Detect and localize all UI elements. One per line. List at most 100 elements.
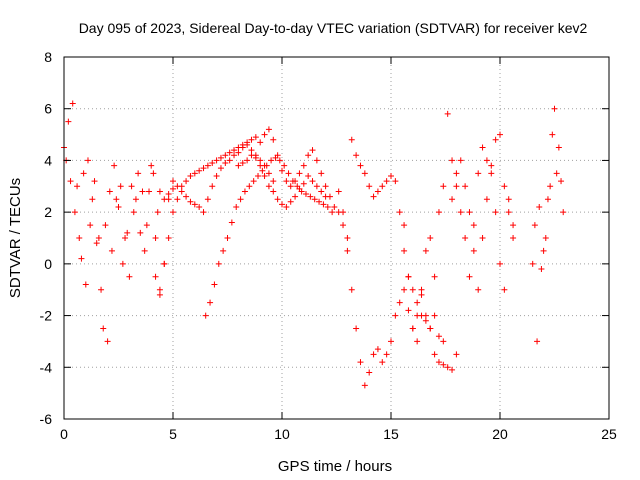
y-tick-label: 6	[44, 101, 52, 117]
data-point	[357, 359, 364, 366]
data-point	[462, 183, 469, 190]
data-point	[67, 178, 74, 185]
data-point	[558, 178, 565, 185]
data-point	[470, 222, 477, 229]
data-point	[165, 191, 172, 198]
data-point	[122, 235, 129, 241]
data-point	[374, 188, 381, 195]
series-sat-e	[202, 154, 336, 319]
data-point	[361, 382, 368, 389]
data-point	[409, 325, 416, 332]
data-point	[213, 172, 220, 179]
data-point	[150, 170, 157, 177]
data-point	[128, 183, 135, 190]
data-point	[137, 229, 144, 236]
data-point	[483, 157, 490, 164]
data-point	[370, 351, 377, 358]
data-point	[274, 152, 281, 159]
data-point	[457, 209, 464, 216]
data-point	[440, 361, 447, 368]
data-point	[470, 247, 477, 254]
x-tick-label: 5	[169, 426, 177, 442]
data-point	[348, 136, 355, 143]
data-point	[202, 312, 209, 319]
y-tick-label: -6	[40, 411, 53, 427]
series-sat-a	[61, 100, 176, 345]
data-point	[231, 147, 238, 154]
data-point	[200, 209, 207, 216]
data-point	[353, 152, 360, 159]
data-point	[492, 209, 499, 216]
data-point	[305, 172, 312, 179]
data-point	[65, 118, 72, 125]
data-point	[74, 183, 81, 190]
data-point	[510, 222, 517, 229]
data-point	[104, 338, 111, 345]
data-point	[501, 286, 508, 293]
data-point	[331, 203, 338, 210]
data-point	[233, 203, 240, 210]
data-point	[261, 172, 268, 179]
data-point	[283, 178, 290, 185]
data-point	[211, 281, 218, 288]
data-point	[313, 157, 320, 164]
y-tick-label: 8	[44, 49, 52, 65]
data-point	[422, 317, 429, 324]
data-point	[200, 165, 207, 172]
data-point	[348, 286, 355, 293]
data-point	[444, 364, 451, 371]
data-point	[98, 286, 105, 293]
data-point	[497, 131, 503, 138]
data-point	[263, 162, 270, 169]
data-point	[453, 351, 460, 358]
y-tick-label: 4	[44, 152, 52, 168]
data-point	[250, 178, 257, 185]
data-point	[488, 170, 495, 177]
data-point	[296, 185, 303, 192]
data-point	[492, 136, 499, 143]
data-point	[374, 346, 381, 353]
data-point	[366, 369, 373, 376]
data-point	[217, 154, 224, 161]
data-point	[414, 338, 421, 345]
data-point	[132, 196, 139, 203]
data-point	[302, 191, 309, 198]
data-point	[549, 131, 556, 138]
data-point	[431, 312, 438, 319]
x-tick-label: 25	[601, 426, 617, 442]
data-point	[270, 178, 277, 185]
data-point	[311, 196, 318, 203]
data-point	[257, 162, 264, 169]
data-point	[324, 203, 331, 210]
series-sat-j	[401, 110, 517, 345]
data-point	[313, 183, 320, 190]
data-point	[283, 203, 290, 210]
data-point	[130, 209, 137, 216]
data-point	[392, 178, 399, 185]
data-point	[154, 209, 161, 216]
data-point	[156, 188, 163, 195]
data-point	[418, 286, 425, 293]
data-point	[111, 162, 118, 169]
series-sat-f	[261, 126, 351, 241]
data-point	[235, 162, 242, 169]
data-point	[361, 170, 368, 177]
data-point	[344, 235, 351, 241]
data-point	[95, 235, 102, 241]
data-point	[222, 152, 229, 159]
data-point	[505, 209, 512, 216]
data-point	[431, 273, 438, 280]
data-point	[553, 170, 560, 177]
data-point	[479, 144, 486, 151]
data-point	[453, 183, 460, 190]
data-point	[497, 260, 503, 267]
data-point	[279, 201, 285, 208]
series-sat-m	[531, 131, 565, 254]
data-point	[307, 193, 314, 200]
data-point	[396, 209, 403, 216]
data-point	[409, 286, 416, 293]
data-point	[204, 162, 211, 169]
y-tick-label: -2	[40, 308, 53, 324]
data-point	[156, 286, 163, 293]
data-point	[279, 167, 285, 174]
